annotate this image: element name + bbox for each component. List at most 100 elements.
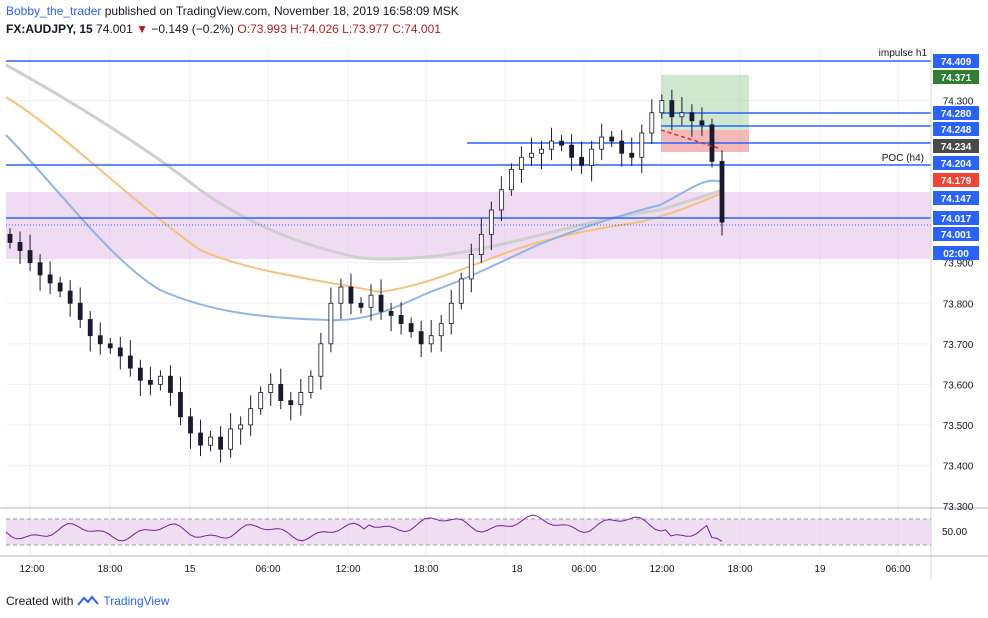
candle-body — [308, 375, 314, 393]
candle-body — [228, 428, 234, 450]
candle-body — [348, 286, 354, 304]
time-tick-label: 19 — [814, 564, 826, 575]
candle-body — [388, 310, 394, 316]
time-tick-label: 06:00 — [571, 564, 596, 575]
candle-body — [609, 136, 615, 142]
footer: Created with TradingView — [6, 594, 169, 608]
candle-body — [509, 169, 514, 191]
candle-body — [17, 242, 23, 251]
candle-body — [408, 323, 414, 333]
ema-blue-line — [5, 134, 723, 322]
publish-header: Bobby_the_trader published on TradingVie… — [6, 4, 459, 18]
candle-body — [478, 233, 484, 256]
trade-path-line — [660, 129, 719, 149]
candle-body — [318, 343, 324, 377]
close-value: C:74.001 — [392, 22, 441, 36]
candles — [7, 89, 725, 463]
price-badge-text: 74.147 — [941, 194, 972, 205]
candle-body — [107, 343, 113, 349]
down-arrow-icon: ▼ — [136, 22, 148, 36]
candle-body — [7, 233, 13, 243]
price-tick-label: 74.300 — [943, 97, 974, 108]
candle-body — [117, 347, 123, 357]
time-tick-label: 12:00 — [649, 564, 674, 575]
target-box — [661, 75, 749, 130]
price-badge — [933, 211, 979, 225]
candle-body — [669, 100, 675, 118]
candle-body — [488, 209, 494, 235]
candle-body — [268, 383, 274, 393]
time-tick-label: 06:00 — [885, 564, 910, 575]
candle-body — [198, 432, 203, 446]
price-badge — [933, 227, 979, 241]
created-with-label: Created with — [6, 594, 74, 608]
candle-body — [559, 140, 564, 146]
grid-lines — [6, 48, 931, 556]
candle-body — [569, 144, 574, 158]
candle-body — [719, 160, 725, 223]
candle-body — [599, 136, 605, 150]
candle-body — [448, 302, 454, 324]
author-link[interactable]: Bobby_the_trader — [6, 4, 102, 18]
candle-body — [57, 282, 63, 292]
candle-body — [248, 408, 254, 426]
symbol-label: FX:AUDJPY, 15 — [6, 22, 93, 36]
time-axis: 12:00 18:00 15 06:00 12:00 18:00 18 06:00 12:00 1… — [19, 564, 910, 575]
symbol-bar: FX:AUDJPY, 15 74.001 ▼ −0.149 (−0.2%) O:… — [6, 22, 441, 36]
candle-body — [258, 392, 264, 410]
price-badge-text: 74.204 — [941, 159, 972, 170]
time-tick-label: 18:00 — [727, 564, 752, 575]
time-tick-label: 18 — [511, 564, 523, 575]
candle-body — [67, 290, 73, 304]
ema-grey-line — [5, 63, 723, 261]
low-value: L:73.977 — [342, 22, 389, 36]
price-badge-text: 74.248 — [941, 125, 972, 136]
candle-body — [659, 100, 665, 114]
candle-body — [428, 335, 434, 345]
impulse-label: impulse h1 — [879, 48, 928, 59]
candle-body — [679, 112, 685, 118]
candle-body — [458, 278, 464, 304]
price-badge — [933, 70, 979, 84]
price-tick-label: 73.500 — [943, 421, 974, 432]
candle-body — [709, 124, 715, 162]
candle-body — [639, 132, 645, 158]
candle-body — [137, 367, 143, 381]
candle-body — [238, 424, 244, 430]
candle-body — [47, 274, 53, 284]
ema-orange-line — [5, 96, 723, 294]
price-badge — [933, 139, 979, 153]
candle-body — [498, 189, 504, 211]
candle-body — [368, 294, 374, 308]
candle-body — [288, 400, 294, 406]
candle-body — [519, 156, 524, 170]
time-tick-label: 06:00 — [255, 564, 280, 575]
price-badge-text: 74.409 — [941, 57, 972, 68]
price-badge — [933, 246, 979, 260]
time-tick-label: 12:00 — [335, 564, 360, 575]
candle-body — [378, 294, 384, 312]
candle-body — [398, 315, 404, 324]
candle-body — [579, 156, 585, 166]
candle-body — [188, 416, 193, 434]
tradingview-logo-icon — [77, 595, 100, 606]
price-badge — [933, 106, 979, 120]
price-badge-text: 74.234 — [941, 142, 972, 153]
candle-body — [77, 302, 83, 320]
price-badge — [933, 191, 979, 205]
stop-box — [661, 130, 749, 152]
price-tick-label: 73.400 — [943, 461, 974, 472]
tradingview-brand-link[interactable]: TradingView — [103, 594, 170, 608]
time-tick-label: 12:00 — [19, 564, 44, 575]
candle-body — [539, 148, 544, 154]
price-tick-label: 73.600 — [943, 380, 974, 391]
candle-body — [529, 152, 534, 158]
candle-body — [37, 262, 43, 276]
price-badge-text: 02:00 — [943, 249, 969, 260]
candle-body — [158, 375, 163, 385]
price-badge — [933, 122, 979, 136]
time-tick-label: 18:00 — [97, 564, 122, 575]
candle-body — [178, 392, 183, 418]
candle-body — [97, 335, 103, 345]
